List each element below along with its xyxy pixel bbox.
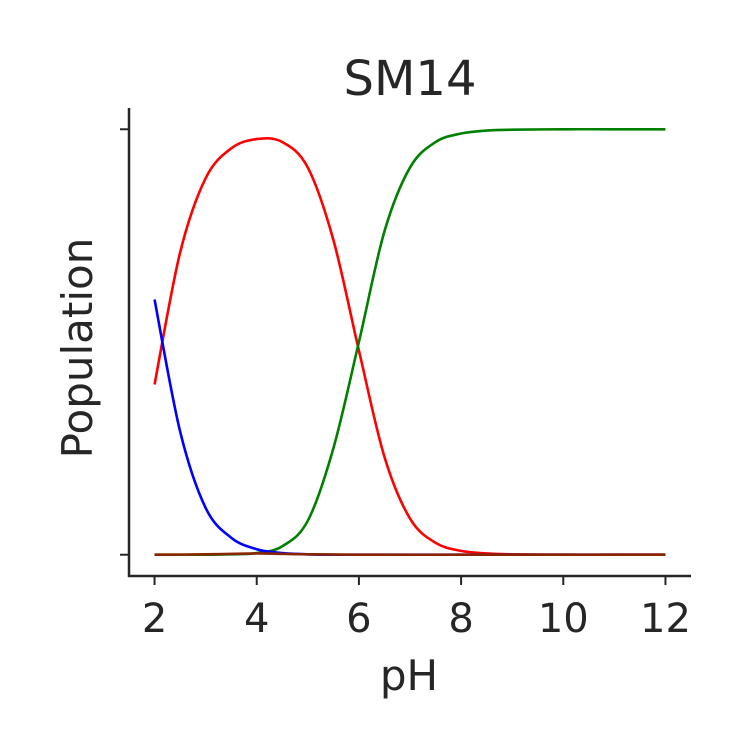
x-tick-label: 6 xyxy=(346,596,371,642)
x-ticks: 2 4 6 8 10 12 xyxy=(142,576,691,642)
x-axis-title: pH xyxy=(380,651,438,700)
series-line-1 xyxy=(153,136,666,557)
y-ticks xyxy=(120,128,129,556)
series-line-4 xyxy=(154,552,666,557)
chart-title: SM14 xyxy=(344,51,477,107)
plot-lines xyxy=(153,127,666,557)
y-axis-title: Population xyxy=(53,238,102,459)
x-tick-label: 2 xyxy=(142,596,167,642)
x-tick-label: 12 xyxy=(640,596,691,642)
x-tick-label: 8 xyxy=(448,596,473,642)
x-tick-label: 4 xyxy=(244,596,269,642)
series-line-2 xyxy=(154,127,666,557)
x-tick-label: 10 xyxy=(538,596,589,642)
